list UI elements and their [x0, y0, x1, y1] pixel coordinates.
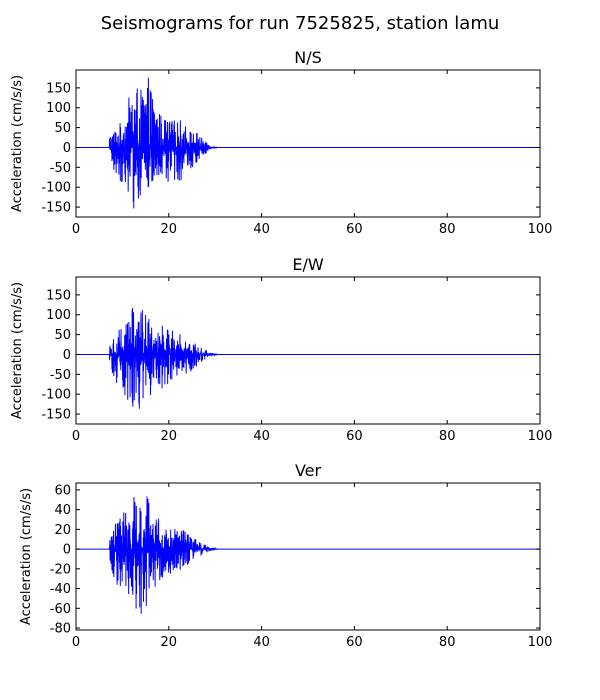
x-tick-label: 20: [161, 635, 178, 650]
y-tick-label: -150: [41, 408, 71, 423]
x-tick-label: 40: [253, 222, 270, 237]
y-tick-label: -20: [50, 562, 71, 577]
x-tick-label: 20: [161, 429, 178, 444]
y-tick-label: 100: [46, 308, 71, 323]
y-tick-label: 0: [63, 348, 71, 363]
y-tick-label: -100: [41, 181, 71, 196]
x-tick-label: 0: [72, 222, 80, 237]
y-axis-label: Acceleration (cm/s/s): [10, 282, 25, 419]
trace-ver: [76, 496, 540, 614]
x-tick-label: 80: [439, 635, 456, 650]
y-tick-label: -50: [50, 161, 71, 176]
y-tick-label: -100: [41, 388, 71, 403]
y-tick-label: 20: [54, 523, 71, 538]
trace-ns: [76, 77, 540, 209]
x-tick-label: 60: [346, 635, 363, 650]
x-tick-label: 100: [528, 635, 553, 650]
axes-frame-ew: [75, 276, 541, 425]
y-tick-label: -40: [50, 582, 71, 597]
figure-title: Seismograms for run 7525825, station lam…: [101, 13, 500, 34]
x-tick-label: 80: [439, 429, 456, 444]
y-axis-label: Acceleration (cm/s/s): [19, 488, 34, 625]
x-tick-label: 80: [439, 222, 456, 237]
trace-ew: [76, 307, 540, 409]
x-tick-label: 100: [528, 222, 553, 237]
y-tick-label: 50: [54, 328, 71, 343]
y-tick-label: 150: [46, 81, 71, 96]
x-tick-label: 0: [72, 429, 80, 444]
x-tick-label: 100: [528, 429, 553, 444]
panel-title-ns: N/S: [294, 48, 322, 67]
x-tick-label: 60: [346, 429, 363, 444]
y-axis-label: Acceleration (cm/s/s): [10, 75, 25, 212]
y-tick-label: 60: [54, 483, 71, 498]
y-tick-label: 0: [63, 543, 71, 558]
y-tick-label: 0: [63, 141, 71, 156]
x-tick-label: 40: [253, 635, 270, 650]
x-tick-label: 40: [253, 429, 270, 444]
y-tick-label: 50: [54, 121, 71, 136]
y-tick-label: 100: [46, 101, 71, 116]
panel-title-ver: Ver: [295, 461, 322, 480]
axes-frame-ns: [75, 69, 541, 218]
y-tick-label: -60: [50, 602, 71, 617]
x-tick-label: 0: [72, 635, 80, 650]
y-tick-label: -50: [50, 368, 71, 383]
panel-title-ew: E/W: [292, 255, 324, 274]
y-tick-label: 150: [46, 288, 71, 303]
y-tick-label: -80: [50, 622, 71, 637]
axes-frame-ver: [75, 482, 541, 631]
x-tick-label: 60: [346, 222, 363, 237]
y-tick-label: -150: [41, 201, 71, 216]
y-tick-label: 40: [54, 503, 71, 518]
x-tick-label: 20: [161, 222, 178, 237]
